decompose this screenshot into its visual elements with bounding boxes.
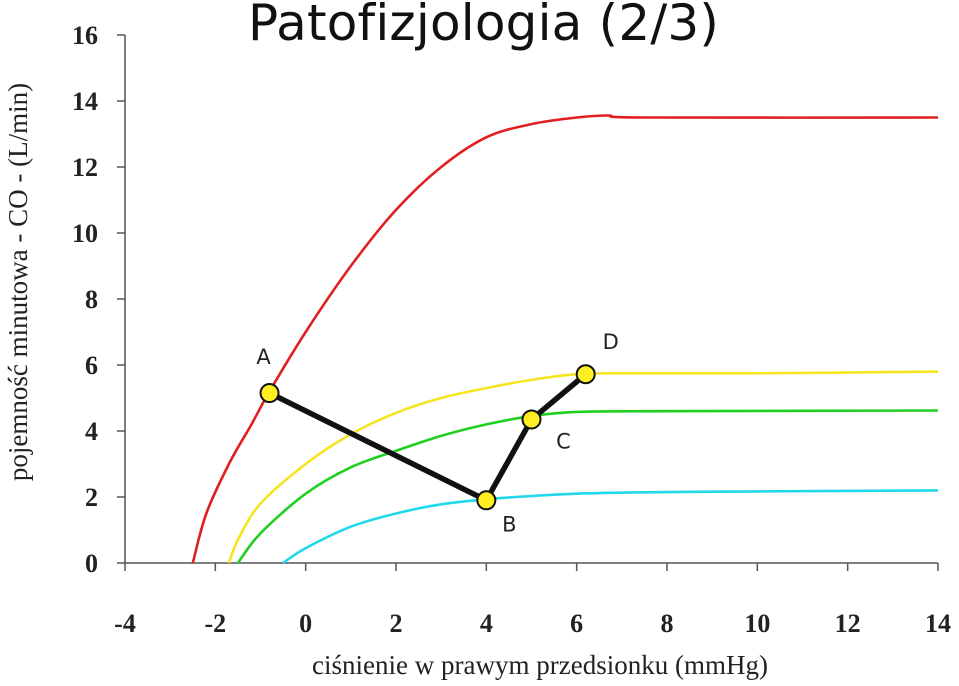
- point-label-d: D: [603, 330, 619, 354]
- y-tick-label: 14: [72, 87, 98, 116]
- y-axis-title: pojemność minutowa - CO - (L/min): [3, 83, 33, 481]
- x-tick-label: -4: [114, 609, 136, 638]
- path-segment-cd: [528, 371, 589, 423]
- y-tick-label: 0: [85, 549, 98, 578]
- x-tick-label: 12: [835, 609, 861, 638]
- x-tick-label: 8: [661, 609, 674, 638]
- series-line-4: [282, 489, 939, 565]
- x-tick-label: 0: [299, 609, 312, 638]
- point-marker-c: [521, 409, 542, 430]
- y-tick-label: 16: [72, 21, 98, 50]
- y-tick-label: 10: [72, 219, 98, 248]
- y-tick-label: 12: [72, 153, 98, 182]
- axes: [117, 34, 939, 571]
- path-segment-bc: [483, 416, 535, 504]
- series-line-1: [191, 114, 939, 564]
- x-tick-label: 14: [925, 609, 951, 638]
- y-tick-label: 6: [85, 351, 98, 380]
- state-labels: A B C D: [256, 330, 618, 536]
- state-path: [266, 371, 589, 504]
- point-label-c: C: [556, 429, 571, 453]
- point-label-b: B: [502, 512, 516, 536]
- y-tick-label: 8: [85, 285, 98, 314]
- point-marker-a: [259, 383, 280, 404]
- state-markers: [259, 364, 596, 511]
- series-line-2: [227, 370, 939, 564]
- point-label-a: A: [256, 345, 271, 369]
- x-tick-labels: -4 -2 0 2 4 6 8 10 12 14: [114, 609, 951, 638]
- x-axis-title: ciśnienie w prawym przedsionku (mmHg): [312, 650, 768, 680]
- point-marker-d: [575, 364, 596, 385]
- y-tick-label: 2: [85, 483, 98, 512]
- chart-title: Patofizjologia (2/3): [248, 0, 720, 52]
- x-tick-label: 6: [570, 609, 583, 638]
- y-tick-label: 4: [85, 417, 98, 446]
- point-marker-b: [476, 490, 497, 511]
- x-tick-label: 2: [390, 609, 403, 638]
- x-tick-label: -2: [204, 609, 226, 638]
- x-tick-label: 10: [744, 609, 770, 638]
- series-group: [191, 114, 939, 565]
- path-segment-ab: [266, 390, 490, 504]
- series-line-3: [236, 409, 939, 564]
- x-tick-label: 4: [480, 609, 493, 638]
- y-tick-labels: 0 2 4 6 8 10 12 14 16: [72, 21, 98, 578]
